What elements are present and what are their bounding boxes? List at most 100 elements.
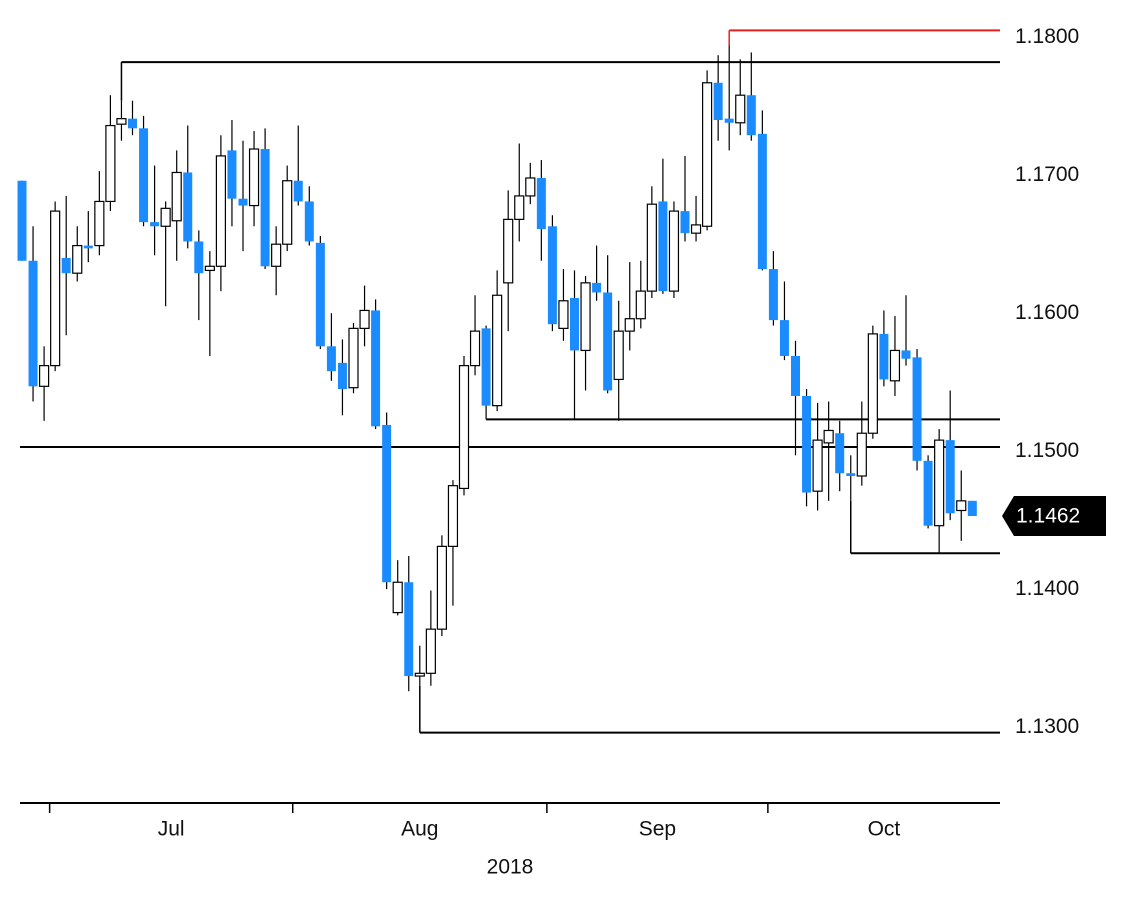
candle-body — [447, 485, 459, 547]
candle-body — [746, 95, 756, 136]
candle-body — [514, 195, 525, 220]
candle-body — [791, 355, 800, 396]
candle-body — [635, 290, 646, 320]
candle-body — [646, 203, 657, 292]
candle-body — [194, 241, 204, 274]
candle-body — [171, 171, 182, 222]
candle-body — [61, 258, 71, 274]
candle-body — [382, 424, 392, 583]
candle-body — [690, 224, 702, 234]
y-tick-label: 1.1500 — [1015, 439, 1079, 462]
candle-body — [735, 94, 746, 124]
candle-body — [547, 226, 557, 325]
candle-body — [227, 150, 237, 199]
y-tick-label: 1.1400 — [1015, 577, 1079, 600]
candle-body — [282, 180, 293, 245]
candle-body — [901, 350, 911, 359]
candle-body — [812, 439, 823, 492]
candle-body — [359, 309, 370, 329]
y-tick-label: 1.1700 — [1015, 163, 1079, 186]
candle-body — [668, 210, 680, 292]
candle-body — [83, 245, 93, 249]
candle-body — [469, 330, 481, 367]
candle-body — [271, 243, 282, 267]
candle-body — [204, 265, 215, 272]
candle-body — [160, 207, 171, 227]
candle-body — [293, 180, 303, 202]
candle-body — [956, 500, 967, 512]
candle-body — [967, 500, 977, 517]
y-tick-label: 1.1600 — [1015, 301, 1079, 324]
candle-body — [150, 222, 160, 227]
candle-body — [492, 294, 503, 407]
candle-body — [624, 318, 635, 332]
candle-body — [404, 582, 414, 677]
candle-body — [570, 298, 579, 351]
candle-body — [525, 177, 536, 197]
candle-body — [326, 346, 336, 372]
candle-body — [183, 172, 193, 242]
candle-body — [856, 432, 867, 477]
candle-body — [592, 282, 602, 293]
candle-body — [414, 672, 425, 677]
year-label: 2018 — [487, 856, 534, 879]
candle-body — [503, 218, 514, 284]
candle-body — [38, 365, 50, 387]
candle-body — [779, 320, 789, 356]
x-tick-label: Aug — [401, 818, 438, 841]
candle-body — [889, 349, 901, 382]
candle-body — [603, 292, 613, 391]
candle-body — [260, 149, 270, 267]
candle-body — [28, 260, 38, 387]
candle-body — [50, 210, 61, 367]
candle-body — [425, 628, 436, 674]
y-tick-label: 1.1300 — [1015, 715, 1079, 738]
candle-body — [724, 118, 734, 123]
candle-body — [945, 440, 955, 514]
candle-body — [371, 310, 381, 427]
candle-body — [613, 330, 624, 381]
candle-body — [215, 155, 226, 267]
candle-body — [348, 327, 359, 389]
candle-body — [481, 328, 491, 406]
candle-body — [923, 460, 933, 526]
candle-body — [867, 333, 878, 434]
candle-body — [879, 333, 889, 380]
candle-body — [835, 433, 845, 474]
candle-body — [701, 82, 713, 227]
candle-body — [337, 362, 347, 390]
candle-body — [315, 242, 325, 347]
candle-body — [458, 365, 470, 490]
candle-body — [128, 118, 137, 129]
candle-body — [757, 133, 767, 270]
candle-body — [823, 429, 834, 444]
candle-body — [768, 269, 778, 321]
candle-body — [248, 148, 260, 207]
candle-body — [536, 177, 546, 230]
candle-body — [846, 473, 856, 477]
candle-body — [558, 300, 569, 329]
candle-body — [238, 198, 248, 206]
candle-body — [802, 395, 812, 493]
candle-body — [580, 282, 591, 352]
candle-body — [392, 581, 403, 614]
candle-body — [116, 118, 127, 125]
last-price-label: 1.1462 — [1016, 505, 1080, 528]
candle-body — [912, 357, 922, 461]
candle-body — [304, 201, 314, 242]
candle-body — [72, 244, 83, 274]
candle-body — [713, 82, 723, 121]
candle-body — [658, 201, 668, 292]
candle-body — [680, 211, 690, 234]
candle-body — [436, 545, 447, 630]
x-tick-label: Jul — [158, 818, 185, 841]
y-tick-label: 1.1800 — [1015, 25, 1079, 48]
candle-body — [934, 439, 945, 527]
candle-body — [17, 180, 27, 261]
candle-body — [139, 128, 149, 223]
x-tick-label: Sep — [639, 818, 676, 841]
candle-body — [105, 124, 116, 203]
last-price-tag — [1002, 496, 1106, 537]
candle-body — [94, 200, 105, 247]
